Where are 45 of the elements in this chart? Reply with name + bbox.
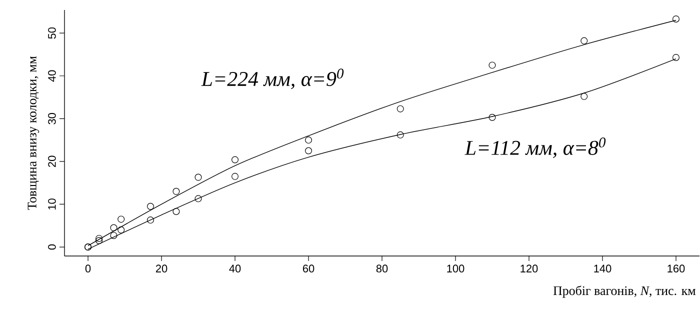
point: [672, 54, 680, 61]
point: [396, 131, 404, 138]
x-tick-label: 100: [447, 264, 464, 272]
point: [172, 208, 180, 216]
point: [96, 234, 103, 242]
point: [194, 195, 202, 202]
point: [305, 147, 312, 154]
point: [232, 156, 239, 164]
x-tick-label: 0: [85, 264, 91, 272]
x-tick-label: 140: [594, 264, 612, 272]
y-tick-label: 10: [48, 198, 56, 210]
y-axis-title: Товщина внизу колодки, мм: [28, 56, 40, 210]
x-tick-label: 40: [229, 264, 241, 272]
y-tick-label: 20: [48, 156, 56, 167]
line-series: [88, 20, 676, 246]
x-tick-label: 20: [156, 264, 168, 272]
point: [172, 188, 180, 195]
y-tick-label: 30: [48, 113, 56, 124]
point: [580, 92, 588, 100]
x-tick-label: 60: [302, 264, 314, 272]
x-tick-label: 120: [520, 264, 538, 272]
annotation: L=224 мм, α=9$^{0}$: [201, 68, 344, 90]
point: [110, 232, 118, 239]
point: [146, 216, 154, 224]
point: [488, 114, 496, 121]
point: [305, 136, 312, 144]
x-tick-label: 80: [376, 264, 388, 272]
point: [118, 226, 125, 234]
point: [118, 216, 125, 223]
point: [232, 172, 239, 180]
point: [110, 224, 118, 232]
point: [194, 174, 202, 181]
y-tick-label: 40: [48, 70, 56, 82]
point: [488, 62, 496, 69]
y-tick-label: 0: [48, 244, 56, 250]
point: [146, 202, 154, 210]
x-axis-title: Пробіг вагонів, N, тис. км: [553, 286, 696, 298]
annotation: L=112 мм, α=8$^{0}$: [464, 138, 606, 158]
x-tick-label: 160: [668, 264, 685, 272]
y-tick-label: 50: [48, 27, 56, 39]
point: [96, 237, 103, 244]
point: [672, 15, 680, 22]
point: [396, 105, 404, 112]
line-series: [88, 58, 676, 250]
point: [580, 37, 588, 44]
